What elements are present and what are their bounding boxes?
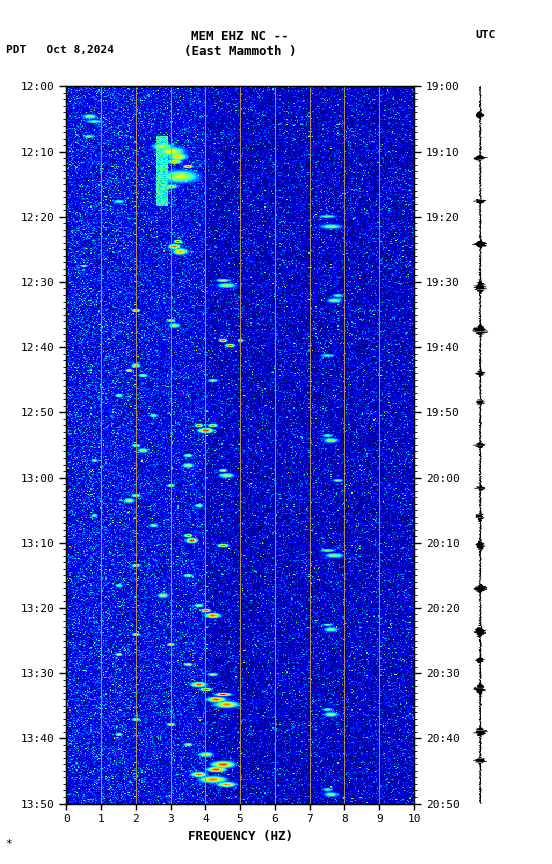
Text: PDT   Oct 8,2024: PDT Oct 8,2024 <box>6 45 114 55</box>
Text: UTC: UTC <box>476 30 496 41</box>
X-axis label: FREQUENCY (HZ): FREQUENCY (HZ) <box>188 829 293 842</box>
Text: (East Mammoth ): (East Mammoth ) <box>184 45 296 58</box>
Text: MEM EHZ NC --: MEM EHZ NC -- <box>192 30 289 43</box>
Text: *: * <box>6 839 12 848</box>
